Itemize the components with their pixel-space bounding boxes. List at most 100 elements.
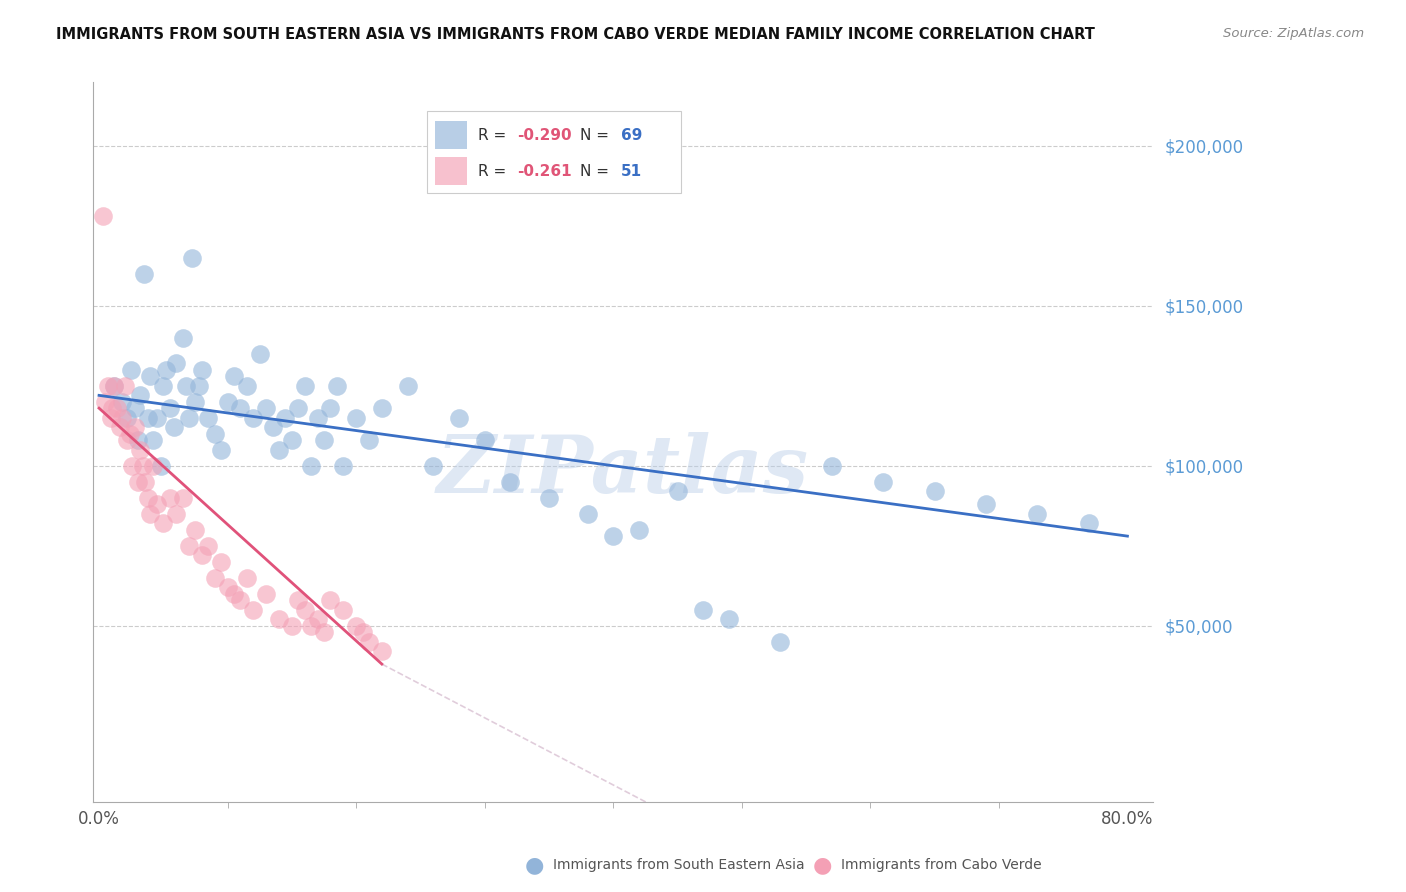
Point (602, 529, 624, 543)
Point (114, 378, 136, 392)
Point (344, 410, 367, 425)
Point (136, 491, 159, 505)
Point (332, 458, 354, 473)
Text: 69: 69 (620, 128, 643, 143)
Point (184, 523, 207, 537)
Point (281, 618, 304, 632)
Text: Immigrants from Cabo Verde: Immigrants from Cabo Verde (841, 858, 1042, 872)
Point (139, 507, 162, 521)
Text: ●: ● (813, 855, 832, 875)
Point (299, 458, 322, 473)
Point (236, 571, 259, 585)
Point (177, 539, 200, 553)
Point (229, 593, 252, 607)
Point (121, 458, 143, 473)
Point (217, 394, 239, 409)
Point (474, 433, 496, 447)
Point (172, 331, 194, 345)
Point (118, 426, 141, 441)
Text: Source: ZipAtlas.com: Source: ZipAtlas.com (1223, 27, 1364, 40)
Point (287, 593, 309, 607)
Text: R =: R = (478, 128, 506, 143)
Text: -0.261: -0.261 (517, 163, 571, 178)
Point (447, 410, 470, 425)
Point (352, 625, 374, 640)
Point (188, 378, 211, 392)
Point (499, 475, 522, 489)
Point (105, 401, 128, 416)
Point (152, 378, 174, 392)
Point (136, 410, 159, 425)
Point (312, 433, 335, 447)
Point (294, 378, 316, 392)
Point (165, 356, 187, 370)
Text: -0.290: -0.290 (517, 128, 571, 143)
Point (152, 516, 174, 531)
Point (142, 458, 165, 473)
Point (177, 410, 200, 425)
Point (692, 603, 714, 617)
Text: R =: R = (478, 163, 506, 178)
Point (312, 625, 335, 640)
Point (159, 491, 181, 505)
Point (117, 433, 139, 447)
Point (769, 634, 792, 648)
Point (307, 410, 329, 425)
Point (180, 251, 202, 265)
Point (100, 410, 122, 425)
Point (319, 593, 342, 607)
Point (872, 475, 894, 489)
Point (209, 442, 232, 457)
Point (191, 363, 214, 377)
Point (974, 497, 997, 511)
Point (184, 394, 207, 409)
Point (222, 587, 245, 601)
Point (142, 433, 165, 447)
Point (299, 618, 322, 632)
Point (236, 378, 259, 392)
FancyBboxPatch shape (434, 158, 467, 185)
Point (197, 539, 219, 553)
Point (129, 442, 152, 457)
Point (127, 433, 149, 447)
Point (127, 475, 149, 489)
Point (344, 618, 367, 632)
Point (319, 401, 342, 416)
Point (267, 612, 290, 626)
Point (132, 267, 155, 281)
FancyBboxPatch shape (434, 121, 467, 149)
Point (717, 612, 740, 626)
Point (326, 378, 349, 392)
Point (209, 555, 232, 569)
Point (111, 394, 134, 409)
Point (262, 420, 284, 434)
Point (134, 475, 156, 489)
Point (267, 442, 290, 457)
Point (94, 394, 117, 409)
Text: N =: N = (581, 128, 609, 143)
Point (117, 410, 139, 425)
Point (254, 401, 277, 416)
Point (111, 410, 134, 425)
Point (307, 612, 329, 626)
Point (422, 458, 444, 473)
Point (124, 401, 146, 416)
Point (242, 410, 264, 425)
Point (627, 523, 650, 537)
Point (281, 433, 304, 447)
Point (120, 363, 142, 377)
Text: ●: ● (524, 855, 544, 875)
Point (204, 571, 226, 585)
Point (576, 507, 599, 521)
Point (371, 401, 394, 416)
Point (149, 458, 172, 473)
Point (1026, 507, 1049, 521)
Point (191, 549, 214, 563)
Point (332, 603, 354, 617)
Point (146, 497, 169, 511)
Point (924, 484, 946, 499)
Point (229, 401, 252, 416)
Text: ZIPatlas: ZIPatlas (437, 432, 808, 509)
Point (357, 634, 380, 648)
Point (97, 378, 120, 392)
